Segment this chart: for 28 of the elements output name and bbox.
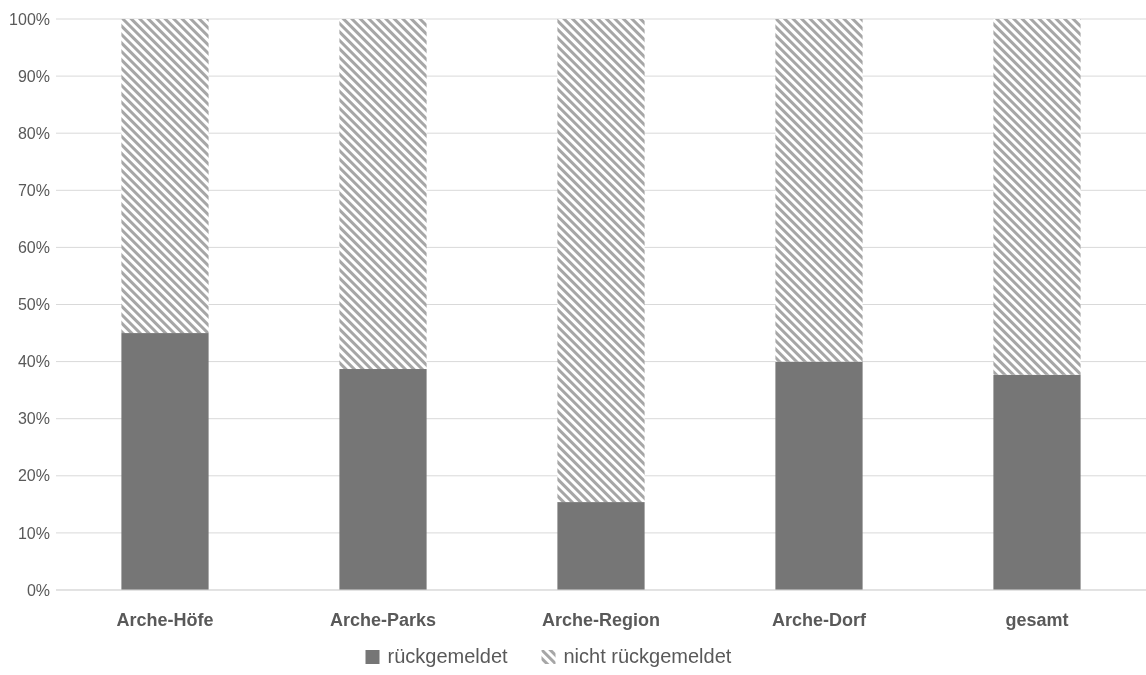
bar (993, 19, 1081, 375)
y-tick-label: 100% (9, 10, 50, 28)
bar (993, 374, 1081, 590)
legend-label: nicht rückgemeldet (563, 645, 732, 667)
bar (339, 19, 427, 370)
legend-label: rückgemeldet (387, 645, 508, 667)
bar (557, 19, 645, 503)
x-tick-label: Arche-Region (541, 610, 661, 630)
x-tick-label: Arche-Parks (329, 610, 437, 630)
x-tick-label: Arche-Höfe (116, 610, 214, 630)
y-tick-label: 60% (17, 239, 50, 256)
bar (775, 361, 863, 590)
bar (121, 19, 209, 334)
y-tick-label: 40% (17, 353, 50, 371)
y-tick-label: 90% (17, 67, 50, 85)
y-tick-label: 50% (17, 296, 50, 314)
y-tick-label: 10% (17, 524, 50, 542)
y-tick-label: 20% (17, 467, 50, 485)
bar (775, 19, 863, 362)
x-tick-label: gesamt (1005, 610, 1069, 630)
y-tick-label: 30% (17, 410, 50, 428)
bar (339, 369, 427, 590)
bar (121, 333, 209, 590)
x-tick-label: Arche-Dorf (771, 610, 868, 630)
y-tick-label: 0% (26, 581, 50, 599)
bar (557, 502, 645, 590)
y-tick-label: 70% (17, 181, 50, 199)
y-tick-label: 80% (17, 124, 50, 142)
